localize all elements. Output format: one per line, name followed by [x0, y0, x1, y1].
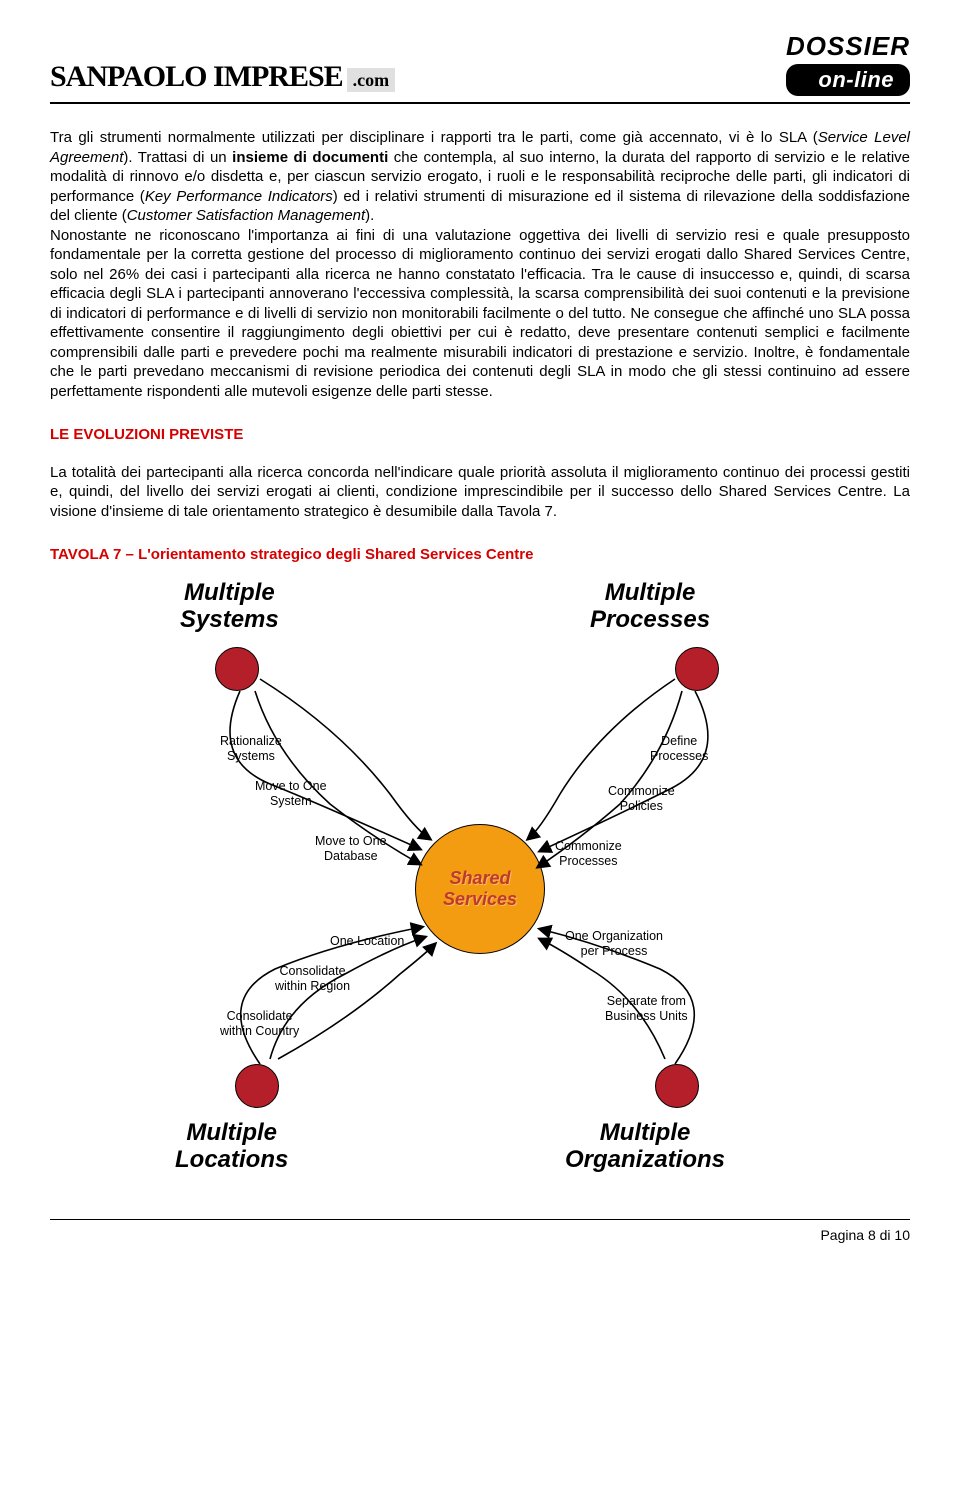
node-bottom-left	[235, 1064, 279, 1108]
corner-label-bottom-right: MultipleOrganizations	[565, 1119, 725, 1174]
online-badge: on-line	[786, 64, 910, 97]
dossier-label: DOSSIER	[786, 30, 910, 64]
paragraph-1: Tra gli strumenti normalmente utilizzati…	[50, 128, 910, 226]
logo-right: DOSSIER on-line	[786, 30, 910, 96]
node-top-left	[215, 647, 259, 691]
logo-suffix: .com	[347, 68, 395, 92]
label-consolidate-region: Consolidatewithin Region	[275, 964, 350, 994]
label-consolidate-country: Consolidatewithin Country	[220, 1009, 299, 1039]
tavola-heading: TAVOLA 7 – L'orientamento strategico deg…	[50, 545, 910, 565]
paragraph-2: Nonostante ne riconoscano l'importanza a…	[50, 226, 910, 402]
corner-label-top-left: MultipleSystems	[180, 579, 279, 634]
corner-label-bottom-left: MultipleLocations	[175, 1119, 288, 1174]
label-one-location: One Location	[330, 934, 404, 949]
label-one-org-per-process: One Organizationper Process	[565, 929, 663, 959]
label-move-one-system: Move to OneSystem	[255, 779, 327, 809]
label-commonize-processes: CommonizeProcesses	[555, 839, 622, 869]
center-label: SharedServices	[443, 868, 517, 909]
logo-left: SANPAOLO IMPRESE.com	[50, 57, 395, 96]
label-separate-business-units: Separate fromBusiness Units	[605, 994, 688, 1024]
section-paragraph: La totalità dei partecipanti alla ricerc…	[50, 463, 910, 522]
label-move-one-database: Move to OneDatabase	[315, 834, 387, 864]
node-bottom-right	[655, 1064, 699, 1108]
label-commonize-policies: CommonizePolicies	[608, 784, 675, 814]
strategic-orientation-diagram: MultipleSystems MultipleProcesses Multip…	[120, 579, 840, 1179]
center-node: SharedServices	[415, 824, 545, 954]
page-footer: Pagina 8 di 10	[50, 1219, 910, 1244]
corner-label-top-right: MultipleProcesses	[590, 579, 710, 634]
body-text-block-1: Tra gli strumenti normalmente utilizzati…	[50, 128, 910, 401]
label-rationalize-systems: RationalizeSystems	[220, 734, 282, 764]
label-define-processes: DefineProcesses	[650, 734, 708, 764]
page-header: SANPAOLO IMPRESE.com DOSSIER on-line	[50, 30, 910, 104]
node-top-right	[675, 647, 719, 691]
logo-text: SANPAOLO IMPRESE	[50, 60, 343, 93]
section-heading: LE EVOLUZIONI PREVISTE	[50, 425, 910, 445]
